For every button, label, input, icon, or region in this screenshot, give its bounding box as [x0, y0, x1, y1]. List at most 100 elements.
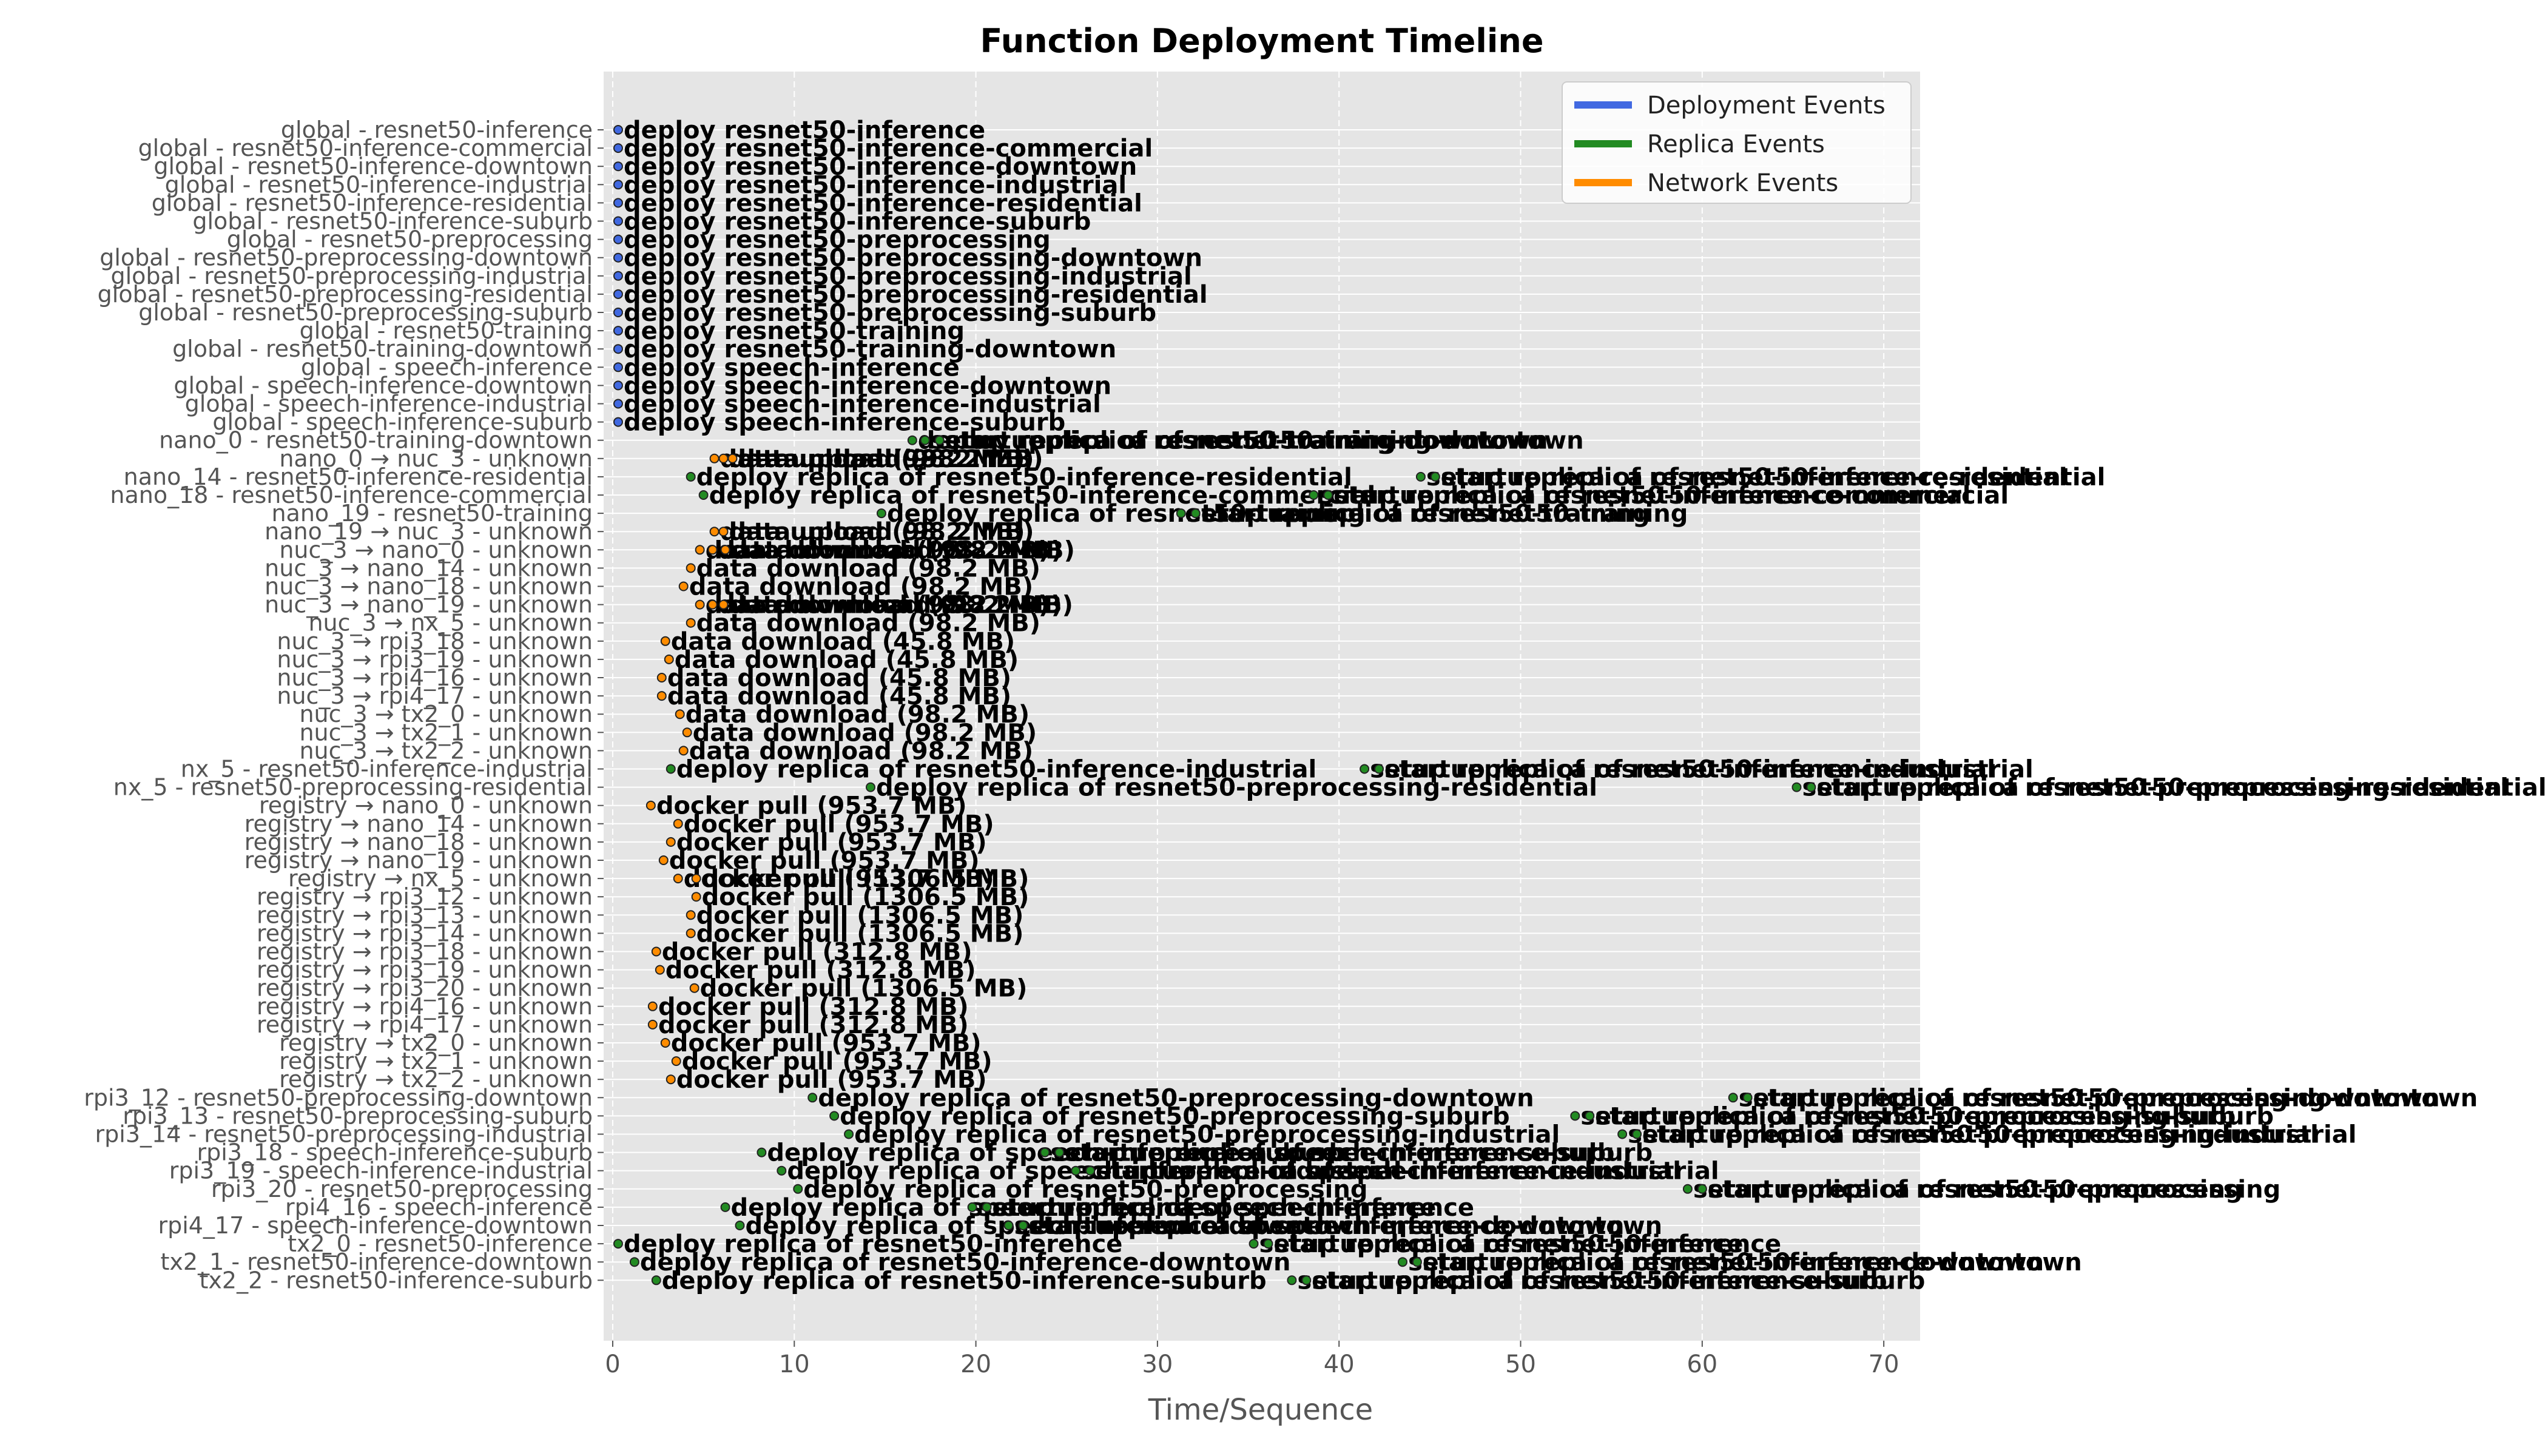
network-event-label: docker pull (312.8 MB) [662, 939, 972, 966]
network-event-label: data download (98.2 MB) [731, 536, 1075, 564]
network-event-label: data download (98.2 MB) [706, 592, 1050, 619]
deployment-event-label: deploy resnet50-preprocessing-suburb [624, 299, 1156, 327]
deployment-event-label: deploy speech-inference-suburb [624, 409, 1065, 437]
replica-event-marker [907, 435, 917, 445]
replica-event-label: setup replica of speech-inference-suburb [1050, 1139, 1614, 1167]
replica-event-marker [1742, 1093, 1753, 1103]
replica-event-label: deploy replica of resnet50-inference-sub… [662, 1267, 1267, 1295]
y-tick-label: nano_0 → nuc_3 - unknown [279, 445, 593, 472]
deployment-event-marker [613, 143, 623, 153]
network-event-label: data upload (98.2 MB) [720, 445, 1025, 473]
y-tick-label: registry → rpi3_20 - unknown [257, 975, 593, 1002]
x-tick-label: 40 [1324, 1350, 1355, 1378]
network-event-marker [686, 928, 696, 939]
deployment-event-marker [613, 308, 623, 317]
replica-event-marker [1323, 490, 1333, 500]
y-tick-label: nx_5 - resnet50-preprocessing-residentia… [113, 774, 593, 801]
y-tick-label: nuc_3 → rpi3_19 - unknown [277, 646, 593, 673]
network-event-label: data upload (98.2 MB) [738, 445, 1043, 473]
replica-event-marker [793, 1184, 803, 1194]
deployment-event-label: deploy resnet50-inference-residential [624, 189, 1142, 217]
network-event-label: docker pull (1306.5 MB) [700, 975, 1028, 1003]
y-tick-label: registry → nx_5 - unknown [288, 865, 593, 892]
x-axis-ticks: 0 10 20 30 40 50 60 70 [605, 1341, 1899, 1378]
deployment-event-label: deploy resnet50-preprocessing-downtown [624, 244, 1202, 272]
network-event-label: data download (45.8 MB) [675, 646, 1019, 674]
y-tick-label: rpi3_14 - resnet50-preprocessing-industr… [95, 1121, 593, 1148]
y-tick-label: rpi3_19 - speech-inference-industrial [169, 1158, 593, 1184]
replica-event-label: setup replica of resnet50-inference [1259, 1230, 1744, 1258]
replica-event-marker [1682, 1184, 1693, 1194]
replica-event-label: deploy replica of resnet50-inference-ind… [676, 756, 1316, 784]
deployment-event-label: deploy speech-inference-industrial [624, 391, 1101, 419]
replica-event-label: startup replica of resnet50-inference-do… [1423, 1249, 2082, 1276]
network-event-marker [656, 691, 667, 701]
network-event-marker [673, 874, 683, 884]
deployment-event-label: deploy resnet50-preprocessing [624, 226, 1051, 254]
network-event-label: docker pull (953.7 MB) [676, 1066, 987, 1094]
network-event-marker [656, 673, 667, 682]
replica-event-marker [1374, 764, 1384, 774]
network-event-marker [695, 545, 705, 555]
replica-event-label: setup replica of resnet50-preprocessing [1693, 1176, 2243, 1204]
y-tick-label: nano_18 - resnet50-inference-commercial [110, 482, 593, 508]
legend-label: Replica Events [1647, 130, 1825, 158]
network-event-label: docker pull (953.7 MB) [669, 847, 980, 875]
replica-event-label: startup replica of resnet50-preprocessin… [1753, 1084, 2478, 1112]
y-tick-label: rpi3_18 - speech-inference-suburb [197, 1139, 593, 1166]
deployment-event-label: deploy resnet50-preprocessing-industrial [624, 263, 1192, 291]
replica-event-label: deploy replica of resnet50-inference [624, 1230, 1122, 1258]
x-tick-label: 50 [1505, 1350, 1536, 1378]
replica-event-marker [1415, 471, 1426, 482]
y-tick-label: nuc_3 → nano_14 - unknown [265, 554, 593, 581]
network-event-marker [709, 527, 720, 537]
network-event-label: data download (45.8 MB) [667, 664, 1011, 692]
y-tick-label: rpi3_12 - resnet50-preprocessing-downtow… [84, 1084, 593, 1111]
network-event-label: data download (98.2 MB) [689, 573, 1033, 601]
deployment-event-marker [613, 198, 623, 208]
y-tick-label: rpi4_16 - speech-inference [285, 1194, 593, 1221]
replica-event-label: deploy replica of resnet50-training-down… [918, 427, 1548, 455]
network-event-marker [655, 965, 665, 975]
network-event-marker [651, 946, 661, 957]
replica-event-label: startup replica of resnet50-inference-su… [1312, 1267, 1925, 1295]
replica-event-label: setup replica of resnet50-training [1187, 500, 1650, 528]
deployment-event-marker [613, 344, 623, 354]
network-event-marker [718, 527, 729, 537]
deployment-event-label: deploy speech-inference-downtown [624, 372, 1111, 400]
replica-event-label: deploy replica of resnet50-preprocessing… [818, 1084, 1534, 1112]
y-tick-label: nuc_3 → nano_18 - unknown [265, 573, 593, 600]
replica-event-marker [1791, 782, 1802, 792]
y-tick-label: tx2_0 - resnet50-inference [288, 1230, 593, 1257]
replica-event-label: deploy replica of speech-inference-downt… [745, 1212, 1370, 1240]
deployment-event-marker [613, 362, 623, 372]
replica-event-label: startup replica of speech-inference-down… [1028, 1212, 1662, 1240]
replica-event-label: startup replica of speech-inference [993, 1194, 1475, 1222]
deployment-event-label: deploy resnet50-inference-commercial [624, 135, 1153, 163]
network-event-marker [671, 1056, 681, 1067]
y-tick-label: global - resnet50-inference-suburb [192, 208, 593, 235]
legend-label: Network Events [1647, 169, 1838, 197]
deployment-event-marker [613, 216, 623, 226]
network-event-marker [666, 837, 676, 847]
deployment-event-label: deploy resnet50-inference-downtown [624, 153, 1137, 181]
network-event-label: data download (45.8 MB) [667, 682, 1011, 710]
replica-event-marker [865, 782, 875, 792]
replica-event-marker [1054, 1147, 1065, 1158]
network-event-marker [691, 874, 701, 884]
y-tick-label: global - speech-inference-suburb [212, 409, 593, 436]
replica-event-label: setup replica of resnet50-preprocessing-… [1628, 1121, 2319, 1149]
replica-event-label: startup replica of resnet50-inference-re… [1441, 463, 2105, 491]
replica-event-label: deploy replica of resnet50-training [887, 500, 1365, 528]
replica-event-marker [1287, 1275, 1297, 1286]
replica-event-label: setup replica of resnet50-inference-subu… [1297, 1267, 1887, 1295]
replica-event-marker [757, 1147, 767, 1158]
replica-event-label: setup replica of resnet50-inference-resi… [1426, 463, 2068, 491]
deployment-event-marker [613, 180, 623, 190]
replica-event-marker [829, 1111, 840, 1121]
y-tick-label: registry → rpi3_14 - unknown [257, 920, 593, 946]
plot-background [604, 72, 1920, 1341]
network-event-label: docker pull (953.7 MB) [676, 829, 987, 857]
replica-event-label: startup replica of resnet50-training [1201, 500, 1688, 528]
